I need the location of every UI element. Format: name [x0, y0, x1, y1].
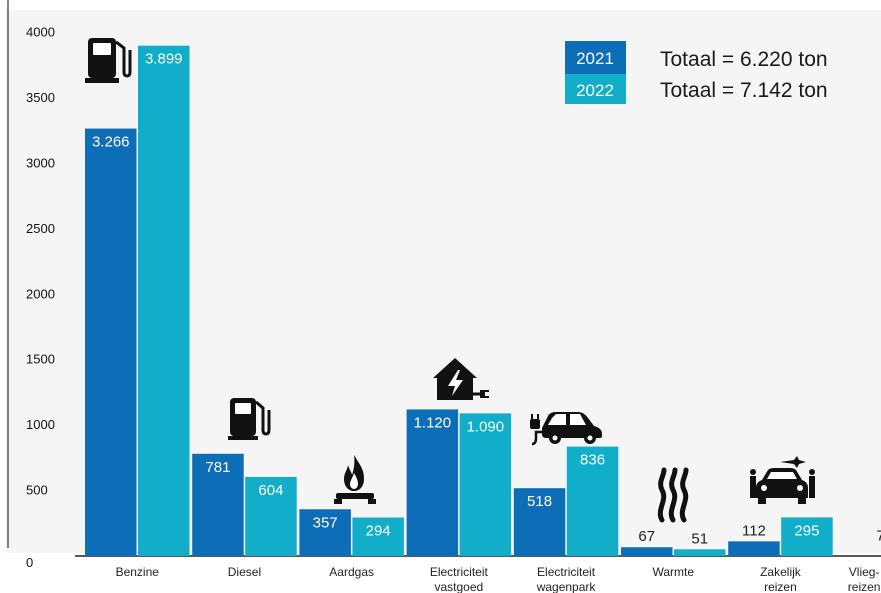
- bar-2022: [459, 413, 512, 556]
- heat-waves-icon: [657, 467, 689, 523]
- value-labels-layer: 3.266 3.899 781 604 357 294 1.120 1.090 518 836 67…: [92, 51, 881, 548]
- y-tick-label: 1500: [26, 352, 55, 367]
- value-label: 836: [580, 452, 605, 469]
- y-tick-label: 0: [26, 555, 33, 570]
- bar-2021: [85, 128, 137, 556]
- category-label: Electriciteit: [537, 565, 596, 579]
- y-tick-label: 3000: [26, 155, 55, 170]
- y-tick-label: 4000: [26, 25, 55, 40]
- fuel-pump-icon: [85, 38, 132, 83]
- legend-total-2022: Totaal = 7.142 ton: [660, 79, 828, 102]
- y-tick-label: 2500: [26, 221, 55, 236]
- bar-2022: [566, 446, 619, 556]
- category-label: Zakelijk: [760, 565, 802, 579]
- value-label: 51: [691, 530, 708, 547]
- category-label: reizen: [764, 580, 797, 593]
- value-label: 3.899: [145, 51, 183, 68]
- legend-swatch-2022: [565, 74, 626, 104]
- y-tick-label: 2000: [26, 286, 55, 301]
- bar-2021: [513, 488, 566, 556]
- electric-car-icon: [530, 412, 602, 446]
- value-label: 295: [794, 522, 819, 539]
- value-label: 294: [366, 523, 391, 540]
- value-label: 604: [258, 482, 283, 499]
- bar-2022: [674, 549, 726, 556]
- bar-2022: [138, 45, 190, 556]
- gas-flame-icon: [334, 455, 376, 504]
- bar-2022: [781, 517, 833, 556]
- value-label: 112: [742, 522, 766, 539]
- electric-house-icon: [433, 358, 489, 400]
- legend-label-2022: 2022: [576, 81, 614, 100]
- category-label: Diesel: [228, 565, 261, 579]
- value-label: 781: [205, 459, 230, 476]
- business-travel-icon: [750, 456, 815, 504]
- bars-layer: [85, 45, 833, 556]
- legend-swatch-2021: [565, 41, 626, 74]
- value-label: 518: [527, 493, 552, 510]
- value-label: 1.090: [467, 418, 505, 435]
- category-label: reizen: [848, 580, 881, 593]
- legend: 2021 Totaal = 6.220 ton 2022 Totaal = 7.…: [565, 41, 828, 104]
- y-tick-label: 500: [26, 483, 48, 498]
- bar-2022: [352, 517, 404, 556]
- legend-label-2021: 2021: [576, 49, 614, 68]
- y-tick-label: 1000: [26, 417, 55, 432]
- bar-2021: [192, 453, 244, 556]
- bar-2021: [406, 409, 459, 556]
- y-axis-ticks: 0 500 1000 1500 2000 2500 3000 3500 4000: [26, 25, 55, 571]
- category-label: Benzine: [116, 565, 160, 579]
- category-label: Warmte: [652, 565, 694, 579]
- value-label: 1.120: [414, 414, 452, 431]
- category-labels-layer: Benzine Diesel Aardgas Electriciteitvastgoe…: [116, 565, 881, 593]
- value-label: 357: [313, 514, 338, 531]
- category-label: Aardgas: [329, 565, 374, 579]
- value-label: 67: [638, 528, 655, 545]
- value-label: 3.266: [92, 134, 130, 151]
- category-label: wagenpark: [536, 580, 597, 593]
- bar-2021: [728, 541, 780, 556]
- category-label: Electriciteit: [430, 565, 489, 579]
- bar-2021: [621, 547, 673, 556]
- fuel-pump-icon: [228, 398, 271, 440]
- value-label: 74: [876, 527, 881, 544]
- legend-total-2021: Totaal = 6.220 ton: [660, 48, 828, 71]
- category-label: vastgoed: [434, 580, 483, 593]
- bar-2021: [299, 509, 351, 556]
- bar-2022: [245, 476, 297, 556]
- category-label: Vlieg-: [849, 565, 880, 579]
- y-tick-label: 3500: [26, 90, 55, 105]
